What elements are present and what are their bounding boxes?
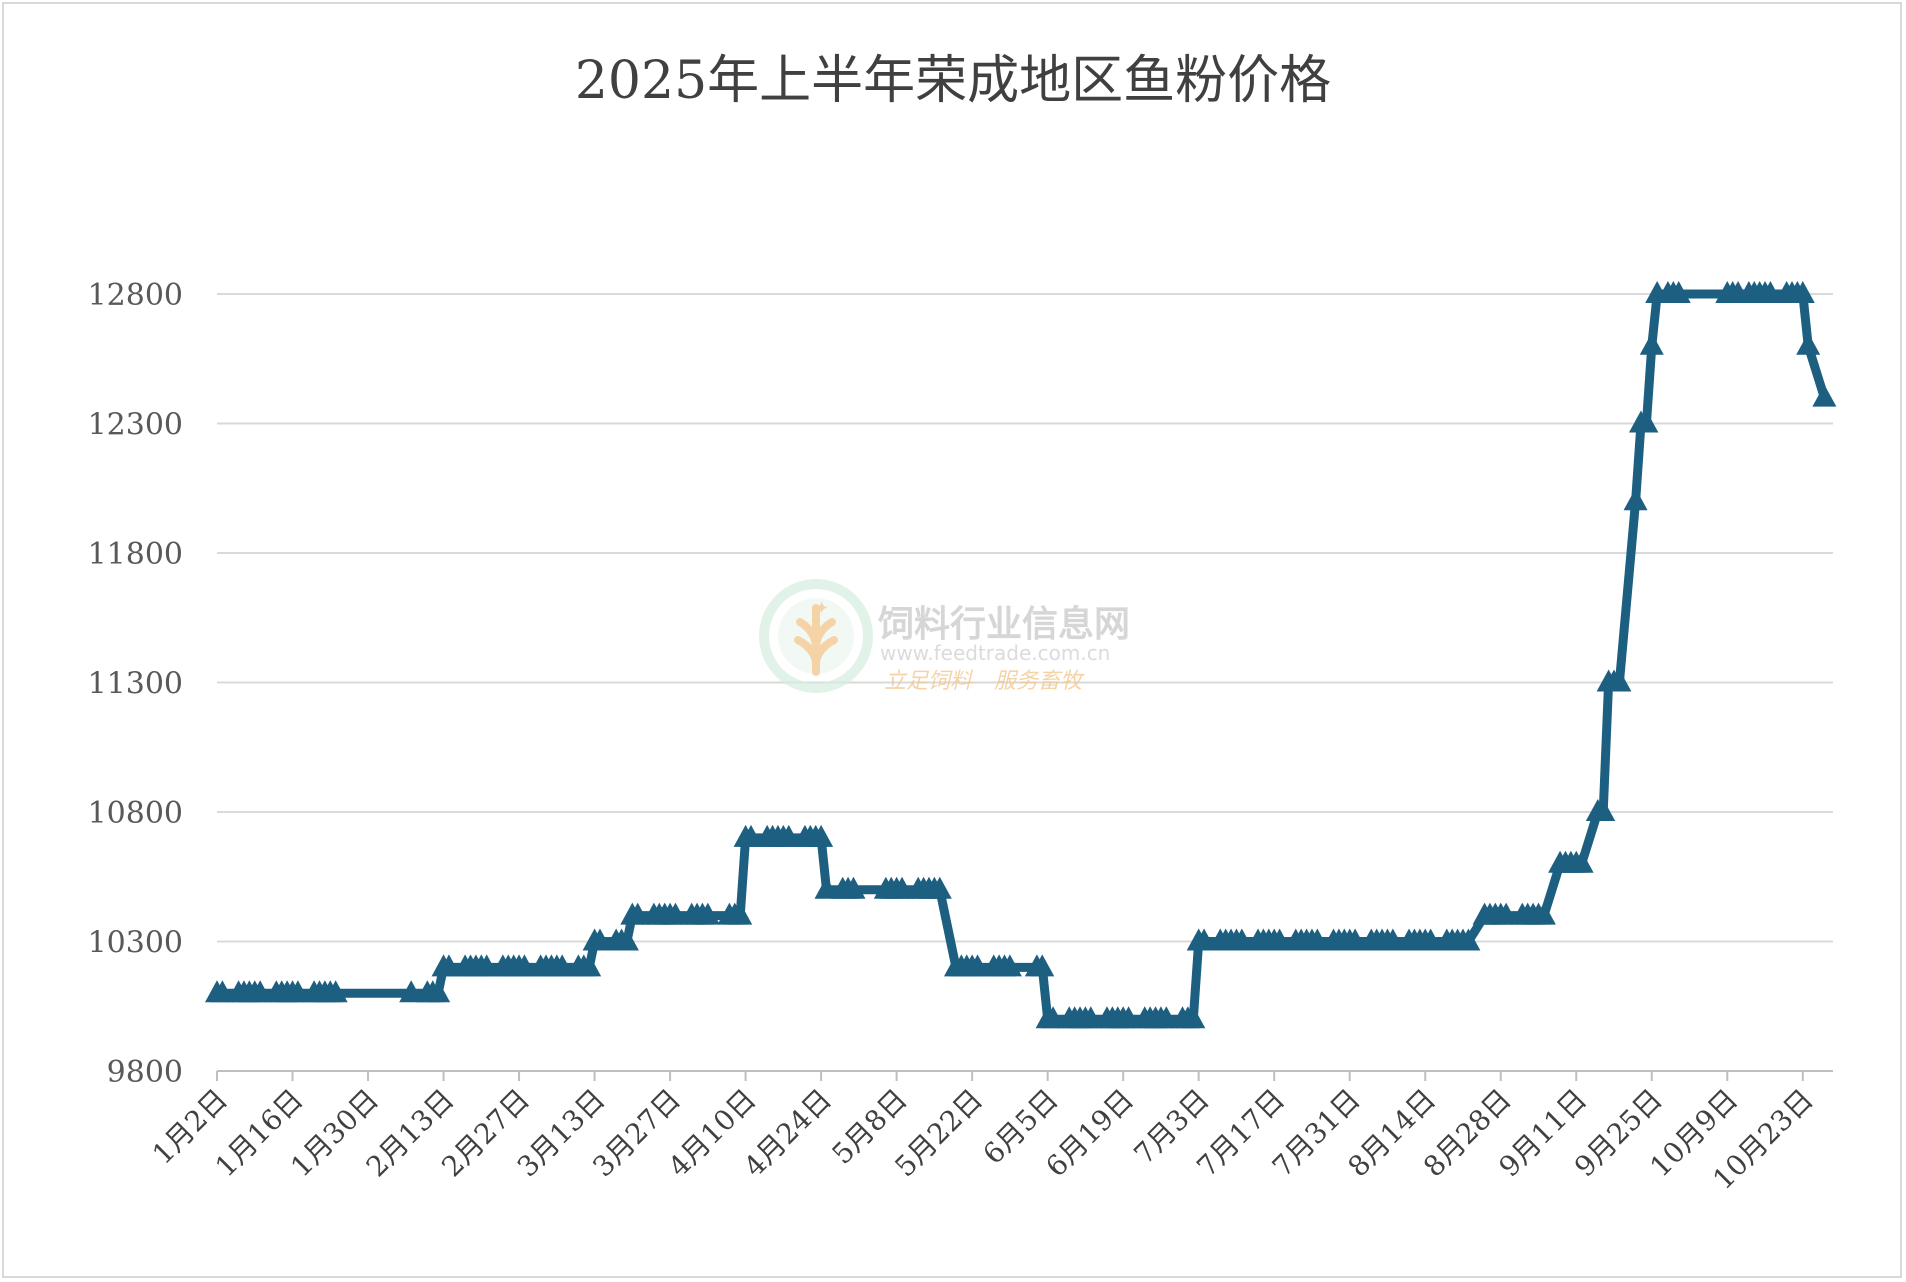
data-point-marker xyxy=(695,902,720,925)
data-point-marker xyxy=(1607,669,1632,692)
data-point-marker xyxy=(997,954,1022,977)
data-point-marker xyxy=(1531,902,1556,925)
data-point-marker xyxy=(1623,488,1648,511)
y-tick-label: 10300 xyxy=(88,926,183,961)
data-point-marker xyxy=(1267,928,1292,951)
data-point-marker xyxy=(210,980,235,1003)
data-point-marker xyxy=(285,980,310,1003)
data-point-marker xyxy=(1456,928,1481,951)
y-axis-ticks: 9800 10300 10800 11300 11800 12300 12800 xyxy=(88,278,183,1090)
y-tick-label: 10800 xyxy=(88,796,183,831)
data-point-marker xyxy=(1796,332,1821,355)
data-point-marker xyxy=(663,902,688,925)
data-point-marker xyxy=(248,980,273,1003)
watermark-name: 饲料行业信息网 xyxy=(878,604,1130,645)
data-point-marker xyxy=(436,954,461,977)
data-point-marker xyxy=(1639,332,1664,355)
y-tick-label: 11800 xyxy=(88,537,183,572)
wheat-icon xyxy=(794,604,838,676)
watermark-slogan: 立足饲料 服务畜牧 xyxy=(884,669,1085,694)
series-markers xyxy=(205,281,1837,1029)
data-point-marker xyxy=(1192,928,1217,951)
data-point-marker xyxy=(809,824,834,847)
gridlines xyxy=(217,293,1833,943)
data-point-marker xyxy=(1154,1006,1179,1029)
data-point-marker xyxy=(1418,928,1443,951)
data-point-marker xyxy=(1758,281,1783,303)
y-tick-label: 9800 xyxy=(107,1055,183,1090)
watermark: ✦ 饲料行业信息网 www.feedtrade.com.cn 立足饲料 服务畜牧 xyxy=(759,579,1130,694)
sparkle-icon: ✦ xyxy=(814,598,829,619)
data-point-marker xyxy=(1041,1006,1066,1029)
data-point-marker xyxy=(512,954,537,977)
data-point-marker xyxy=(776,824,801,847)
data-point-marker xyxy=(1078,1006,1103,1029)
data-point-marker xyxy=(1634,410,1659,433)
data-point-marker xyxy=(1229,928,1254,951)
watermark-url: www.feedtrade.com.cn xyxy=(880,641,1110,665)
data-point-marker xyxy=(587,928,612,951)
data-point-marker xyxy=(550,954,575,977)
data-point-marker xyxy=(814,876,839,899)
data-point-marker xyxy=(1591,799,1616,821)
x-axis: 1月2日1月16日1月30日2月13日2月27日3月13日3月27日4月10日4… xyxy=(146,1070,1833,1196)
data-point-marker xyxy=(1666,281,1691,303)
data-point-marker xyxy=(399,980,424,1003)
data-point-marker xyxy=(1181,1006,1206,1029)
data-point-marker xyxy=(965,954,990,977)
watermark-logo-ring xyxy=(759,579,873,693)
data-point-marker xyxy=(1380,928,1405,951)
data-point-marker xyxy=(728,902,753,925)
data-point-marker xyxy=(890,876,915,899)
data-point-marker xyxy=(577,954,602,977)
data-point-marker xyxy=(426,980,451,1003)
data-point-marker xyxy=(1812,384,1837,407)
data-point-marker xyxy=(927,876,952,899)
data-point-marker xyxy=(323,980,348,1003)
data-point-marker xyxy=(1494,902,1519,925)
data-point-marker xyxy=(841,876,866,899)
y-tick-label: 11300 xyxy=(88,667,183,702)
data-point-marker xyxy=(1343,928,1368,951)
data-point-marker xyxy=(1030,954,1055,977)
data-point-marker xyxy=(625,902,650,925)
data-point-marker xyxy=(1305,928,1330,951)
data-point-marker xyxy=(1790,281,1815,303)
chart-title: 2025年上半年荣成地区鱼粉价格 xyxy=(574,51,1332,111)
data-point-marker xyxy=(474,954,499,977)
data-point-marker xyxy=(1116,1006,1141,1029)
y-tick-label: 12300 xyxy=(88,408,183,443)
data-point-marker xyxy=(1569,850,1594,873)
y-tick-label: 12800 xyxy=(88,278,183,313)
data-point-marker xyxy=(738,824,763,847)
data-point-marker xyxy=(614,928,639,951)
